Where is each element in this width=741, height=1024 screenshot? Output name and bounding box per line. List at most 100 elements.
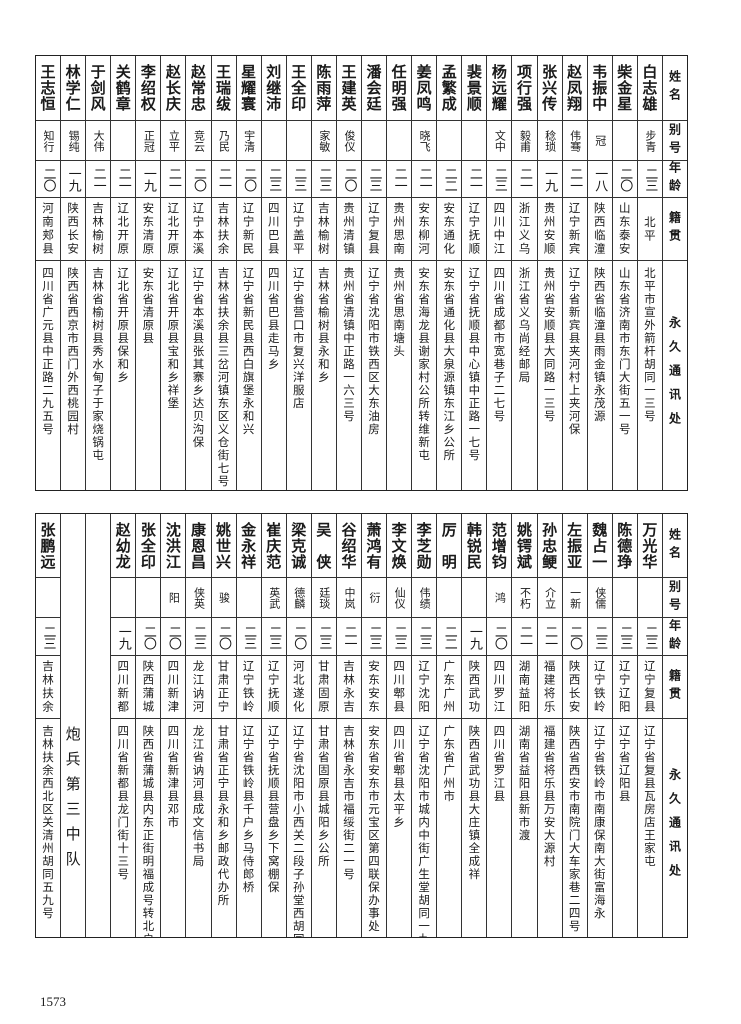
name-text: 刘继沛 <box>264 64 283 112</box>
name-cell: 裴景顺 <box>462 56 487 121</box>
alias-text: 介立 <box>543 586 557 609</box>
name-text: 姚锷斌 <box>514 521 533 570</box>
origin-cell: 甘肃正宁 <box>211 656 236 719</box>
origin-text: 贵州思南 <box>392 202 407 256</box>
header-age-text: 年龄 <box>667 618 682 655</box>
alias-cell <box>111 578 136 618</box>
alias-cell <box>136 578 161 618</box>
person-column: 杨远耀 文中 二三 四川中江 四川省成都市宽巷子二七号 <box>486 56 512 490</box>
address-text: 辽宁省营口市复兴洋服店 <box>291 267 306 410</box>
person-column: 赵幼龙 一九 四川新都 四川省新都县龙门街十三号 <box>110 514 136 937</box>
origin-text: 山东泰安 <box>617 202 632 256</box>
origin-cell: 辽宁新宾 <box>562 198 587 261</box>
name-cell: 谷绍华 <box>336 514 361 578</box>
name-text: 赵幼龙 <box>113 521 132 570</box>
alias-cell: 竞云 <box>186 121 211 161</box>
age-text: 二〇 <box>40 167 56 191</box>
address-text: 陕西省临潼县雨金镇永茂源 <box>592 267 607 423</box>
address-text: 四川省郫县太平乡 <box>392 725 407 829</box>
origin-cell: 辽宁新民 <box>236 198 261 261</box>
address-text: 辽宁省新宾县夹河村上夹河保 <box>567 267 582 436</box>
origin-cell: 山东泰安 <box>612 198 637 261</box>
alias-cell: 仙仪 <box>387 578 412 618</box>
address-text: 吉林省永吉市福绥街二一号 <box>341 725 356 881</box>
age-cell: 二三 <box>637 161 662 198</box>
age-text: 二〇 <box>491 624 507 649</box>
alias-text: 仙仪 <box>393 586 407 609</box>
address-text: 福建省将乐县万安大源村 <box>542 725 557 868</box>
age-cell: 二〇 <box>186 161 211 198</box>
origin-text: 辽宁本溪 <box>191 202 206 256</box>
origin-text: 安东通化 <box>442 202 457 256</box>
address-cell: 辽宁省抚顺县中心镇中正路一七号 <box>462 261 486 490</box>
origin-cell: 吉林榆树 <box>311 198 336 261</box>
age-cell: 二三 <box>311 161 336 198</box>
origin-cell: 吉林永吉 <box>336 656 361 719</box>
name-text: 潘会廷 <box>364 64 383 112</box>
name-cell: 赵长庆 <box>161 56 186 121</box>
alias-text: 鸿 <box>493 592 507 603</box>
header-origin-text: 籍贯 <box>667 669 682 705</box>
address-text: 辽宁省本溪县张其寨乡达贝沟保 <box>191 267 206 449</box>
age-cell: 二三 <box>186 618 211 656</box>
origin-text: 吉林榆树 <box>91 202 106 256</box>
alias-text: 中岚 <box>342 586 356 609</box>
address-text: 辽宁省沈阳市铁西区大东油房 <box>367 267 382 436</box>
name-cell: 万光华 <box>637 514 662 578</box>
age-cell: 二三 <box>35 618 61 656</box>
origin-cell: 四川郫县 <box>387 656 412 719</box>
origin-cell: 辽宁盖平 <box>286 198 311 261</box>
age-cell: 一九 <box>111 618 136 656</box>
age-cell: 二一 <box>336 618 361 656</box>
age-text: 二三 <box>366 167 382 191</box>
name-text: 陈德琤 <box>615 521 634 570</box>
alias-cell <box>462 578 487 618</box>
alias-text: 晓飞 <box>418 129 432 152</box>
origin-text: 福建将乐 <box>542 660 557 714</box>
alias-cell: 乃民 <box>211 121 236 161</box>
origin-cell: 河北遂化 <box>286 656 311 719</box>
person-column: 白志雄 步青 二三 北平 北平市宣外箭杆胡同一三号 <box>636 56 662 490</box>
name-text: 星耀寰 <box>239 64 258 112</box>
alias-cell: 鸿 <box>487 578 512 618</box>
address-text: 龙江省讷河县成文信书局 <box>191 725 206 868</box>
alias-cell: 侠儒 <box>587 578 612 618</box>
name-cell: 孟繁成 <box>437 56 462 121</box>
header-origin-cell: 籍贯 <box>662 656 687 719</box>
header-name-text: 姓名 <box>667 527 682 564</box>
origin-cell: 贵州思南 <box>387 198 412 261</box>
person-column: 孙忠鲠 介立 二一 福建将乐 福建省将乐县万安大源村 <box>536 514 562 937</box>
age-text: 二〇 <box>190 167 206 191</box>
alias-cell: 正冠 <box>136 121 161 161</box>
alias-text: 知行 <box>42 129 55 152</box>
name-cell: 崔庆范 <box>261 514 286 578</box>
alias-text: 竞云 <box>192 129 206 152</box>
origin-text: 四川罗江 <box>492 660 507 714</box>
origin-text: 辽宁新民 <box>241 202 256 256</box>
alias-cell: 立平 <box>161 121 186 161</box>
alias-cell: 伟骞 <box>562 121 587 161</box>
address-text: 贵州省安顺县大同路一三号 <box>542 267 557 423</box>
origin-cell: 陕西长安 <box>562 656 587 719</box>
header-name-text: 姓名 <box>667 70 682 106</box>
name-cell: 李芝勋 <box>412 514 437 578</box>
address-cell: 安东省清原县 <box>136 261 160 490</box>
person-column: 左振亚 一新 二〇 陕西长安 陕西省西安市南院门大车家巷二四号 <box>561 514 587 937</box>
address-cell: 吉林省永吉市福绥街二一号 <box>337 719 361 937</box>
person-column: 李绍权 正冠 一九 安东清原 安东省清原县 <box>135 56 161 490</box>
alias-text: 侠英 <box>192 586 206 609</box>
origin-cell: 陕西蒲城 <box>136 656 161 719</box>
name-cell: 王志恒 <box>35 56 61 121</box>
person-column: 魏占一 侠儒 二三 辽宁铁岭 辽宁省铁岭市南康保南大街富海永 <box>586 514 612 937</box>
origin-cell: 辽宁抚顺 <box>462 198 487 261</box>
alias-text: 正冠 <box>142 129 156 152</box>
name-cell: 陈德琤 <box>612 514 637 578</box>
name-cell: 姚锷斌 <box>512 514 537 578</box>
name-text: 王建英 <box>339 64 358 112</box>
name-cell: 张兴传 <box>537 56 562 121</box>
name-text: 萧鸿有 <box>364 521 383 570</box>
origin-text: 浙江义乌 <box>517 202 532 256</box>
alias-cell: 毅甫 <box>512 121 537 161</box>
age-cell: 二〇 <box>211 618 236 656</box>
origin-cell: 陕西长安 <box>61 198 86 261</box>
